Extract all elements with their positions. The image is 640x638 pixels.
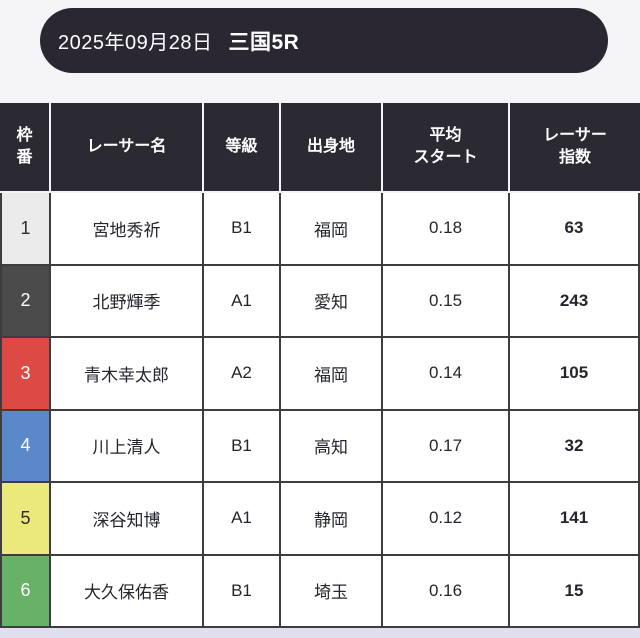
race-date: 2025年09月28日 [58,32,213,54]
racer-name-cell: 川上清人 [51,410,204,483]
frame-cell: 1 [0,193,51,266]
col-header-grade: 等級 [204,103,281,193]
table-header-row: 枠 番 レーサー名 等級 出身地 平均 スタート レーサー 指数 [0,103,640,193]
grade-cell: B1 [204,410,281,483]
grade-cell: A1 [204,483,281,556]
avg-start-cell: 0.15 [383,265,510,338]
col-header-index: レーサー 指数 [510,103,640,193]
table-row: 4 川上清人 B1 高知 0.17 32 [0,410,640,483]
racer-table: 枠 番 レーサー名 等級 出身地 平均 スタート レーサー 指数 1 宮地秀祈 … [0,103,640,628]
grade-cell: B1 [204,193,281,266]
origin-cell: 福岡 [281,193,383,266]
origin-cell: 埼玉 [281,555,383,628]
col-header-frame: 枠 番 [0,103,51,193]
index-cell: 63 [510,193,640,266]
racer-name-cell: 大久保佑香 [51,555,204,628]
racer-name-cell: 深谷知博 [51,483,204,556]
frame-cell: 3 [0,338,51,411]
col-header-origin: 出身地 [281,103,383,193]
avg-start-cell: 0.12 [383,483,510,556]
avg-start-cell: 0.14 [383,338,510,411]
frame-cell: 6 [0,555,51,628]
table-body: 1 宮地秀祈 B1 福岡 0.18 63 2 北野輝季 A1 愛知 0.15 2… [0,193,640,628]
grade-cell: A1 [204,265,281,338]
racer-name-cell: 北野輝季 [51,265,204,338]
index-cell: 32 [510,410,640,483]
table-row: 6 大久保佑香 B1 埼玉 0.16 15 [0,555,640,628]
table-row: 2 北野輝季 A1 愛知 0.15 243 [0,265,640,338]
racer-name-cell: 宮地秀祈 [51,193,204,266]
footer-strip [0,628,640,638]
avg-start-cell: 0.16 [383,555,510,628]
col-header-name: レーサー名 [51,103,204,193]
frame-cell: 5 [0,483,51,556]
index-cell: 105 [510,338,640,411]
table-row: 5 深谷知博 A1 静岡 0.12 141 [0,483,640,556]
race-title: 三国5R [228,30,300,54]
origin-cell: 愛知 [281,265,383,338]
table-row: 3 青木幸太郎 A2 福岡 0.14 105 [0,338,640,411]
frame-cell: 2 [0,265,51,338]
origin-cell: 高知 [281,410,383,483]
racer-name-cell: 青木幸太郎 [51,338,204,411]
frame-cell: 4 [0,410,51,483]
grade-cell: A2 [204,338,281,411]
avg-start-cell: 0.18 [383,193,510,266]
index-cell: 15 [510,555,640,628]
table-row: 1 宮地秀祈 B1 福岡 0.18 63 [0,193,640,266]
avg-start-cell: 0.17 [383,410,510,483]
origin-cell: 静岡 [281,483,383,556]
index-cell: 141 [510,483,640,556]
grade-cell: B1 [204,555,281,628]
date-race-pill: 2025年09月28日 三国5R [40,8,608,73]
origin-cell: 福岡 [281,338,383,411]
col-header-avg-start: 平均 スタート [383,103,510,193]
index-cell: 243 [510,265,640,338]
